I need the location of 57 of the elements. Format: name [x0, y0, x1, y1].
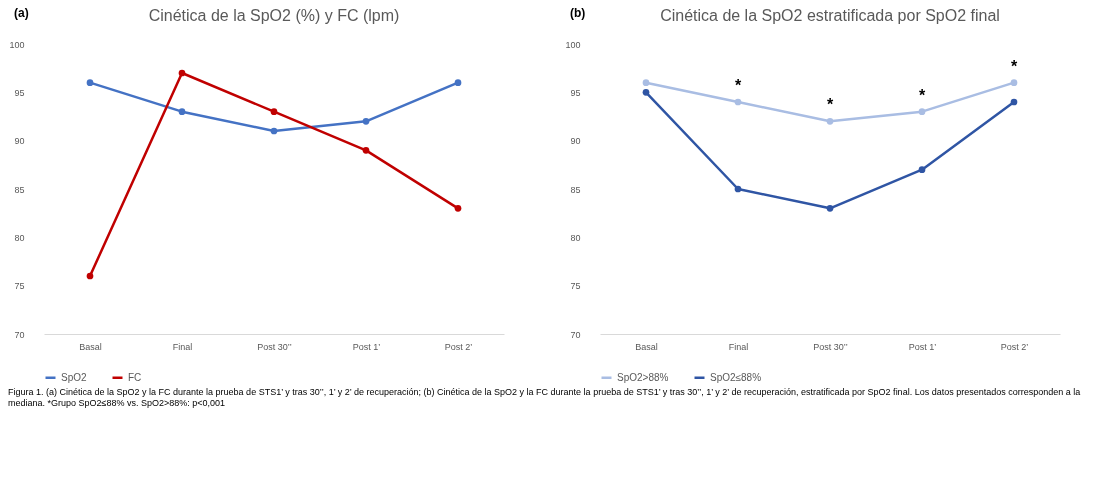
- point: [86, 79, 94, 87]
- x-tick-label: Basal: [635, 341, 658, 352]
- legend-label: FC: [128, 371, 142, 383]
- point: [454, 79, 462, 87]
- y-tick-label: 85: [570, 184, 581, 195]
- annotation: *: [826, 96, 834, 114]
- y-tick-label: 80: [570, 232, 581, 243]
- point: [918, 166, 926, 174]
- x-tick-label: Post 1’: [908, 341, 937, 352]
- point: [178, 69, 186, 77]
- y-tick-label: 70: [14, 329, 25, 340]
- point: [362, 117, 370, 125]
- point: [178, 108, 186, 116]
- annotation: *: [918, 86, 926, 104]
- y-tick-label: 95: [14, 87, 25, 98]
- x-tick-label: Final: [172, 341, 193, 352]
- chart-title: Cinética de la SpO2 (%) y FC (lpm): [148, 7, 400, 24]
- point: [362, 146, 370, 154]
- point: [454, 204, 462, 212]
- y-tick-label: 90: [570, 136, 581, 147]
- y-tick-label: 75: [14, 281, 25, 292]
- text: (a): [14, 6, 29, 20]
- point: [1010, 98, 1018, 106]
- point: [826, 117, 834, 125]
- annotation: *: [734, 77, 742, 94]
- point: [270, 108, 278, 116]
- point: [826, 204, 834, 212]
- chart-title: Cinética de la SpO2 estratificada por SpO2 final: [660, 7, 1000, 24]
- y-tick-label: 95: [570, 87, 581, 98]
- point: [734, 185, 742, 193]
- legend-label: SpO2>88%: [617, 371, 669, 383]
- y-tick-label: 100: [9, 39, 25, 50]
- point: [734, 98, 742, 106]
- legend-label: SpO2: [61, 371, 88, 383]
- y-tick-label: 75: [570, 281, 581, 292]
- point: [918, 108, 926, 116]
- y-tick-label: 85: [14, 184, 25, 195]
- x-tick-label: Basal: [79, 341, 102, 352]
- x-tick-label: Final: [728, 341, 749, 352]
- point: [1010, 79, 1018, 87]
- legend-label: SpO2≤88%: [710, 371, 762, 383]
- y-tick-label: 90: [14, 136, 25, 147]
- x-tick-label: Post 30’’: [257, 341, 292, 352]
- y-tick-label: 100: [565, 39, 581, 50]
- point: [270, 127, 278, 135]
- point: [642, 79, 650, 87]
- y-tick-label: 80: [14, 232, 25, 243]
- text: Figura 1. (a) Cinética de la SpO2 y la FC durante la prueba de STS1’ y tras 30’’, 1’ y 2’ de recuperación; (b) Cinética de la SpO2 y la FC durante la prueba de STS1’ y tras 30’’, 1’ y 2’ de recuperación, estratificada por SpO2 final. Los datos presentados corresponden a la mediana. *Grupo SpO2≤88% vs. SpO2>88%: p<0,001: [8, 387, 1082, 410]
- x-tick-label: Post 2’: [444, 341, 473, 352]
- text: (b): [570, 6, 586, 20]
- point: [642, 88, 650, 96]
- y-tick-label: 70: [570, 329, 581, 340]
- point: [86, 272, 94, 280]
- x-tick-label: Post 30’’: [813, 341, 848, 352]
- x-tick-label: Post 1’: [352, 341, 381, 352]
- annotation: *: [1010, 57, 1018, 75]
- x-tick-label: Post 2’: [1000, 341, 1029, 352]
